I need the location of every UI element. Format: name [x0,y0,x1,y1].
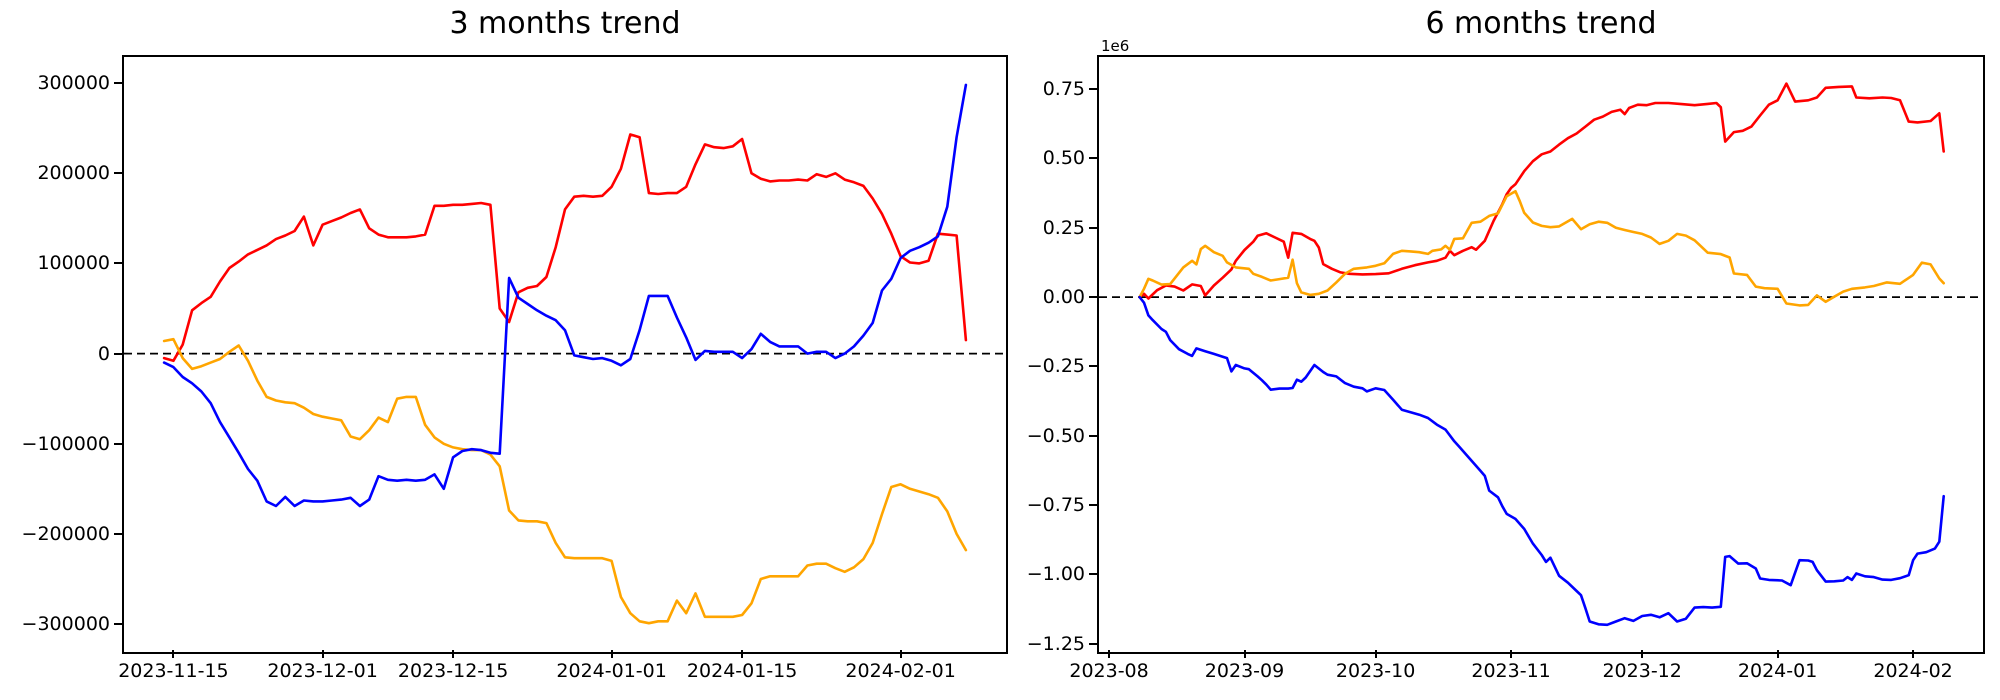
x-tick-label: 2023-09 [1204,660,1285,682]
y-tick-mark [114,532,122,535]
y-tick-label: 0.50 [1042,147,1085,170]
series-red-line [162,133,968,363]
y-tick-mark [114,442,122,445]
series-blue-line [162,83,968,508]
x-tick-mark [1641,650,1644,658]
x-tick-label: 2023-11-15 [118,660,229,682]
x-tick-label: 2024-02 [1873,660,1953,682]
y-tick-label: −0.50 [1026,424,1085,447]
y-tick-mark [114,262,122,265]
x-tick-mark [741,650,744,658]
series-orange-line [162,337,968,625]
plot-area-3-months: 2023-11-15 2023-12-01 2023-12-15 2024-01-01… [22,55,1008,682]
y-tick-label: 0.25 [1042,216,1085,239]
x-tick-mark [1510,650,1513,658]
y-tick-label: 0.75 [1042,78,1085,101]
x-tick-label: 2024-01 [1737,660,1818,682]
y-tick-mark [1089,365,1097,368]
y-tick-mark [114,172,122,175]
x-tick-label: 2024-02-01 [845,660,956,682]
y-tick-mark [1089,226,1097,229]
x-tick-mark [1776,650,1779,658]
plot-svg [1099,82,1983,627]
y-tick-mark [1089,642,1097,645]
x-tick-label: 2023-12-01 [267,660,378,682]
y-tick-label: −1.00 [1026,563,1085,586]
x-tick-label: 2023-12 [1602,660,1682,682]
y-tick-label: −1.25 [1026,632,1085,655]
series-blue-line [1138,295,1946,627]
y-tick-label: 0.00 [1042,286,1085,309]
y-tick-mark [1089,296,1097,299]
y-tick-mark [1089,88,1097,91]
x-tick-label: 2023-12-15 [397,660,509,682]
x-tick-label: 2024-01-15 [686,660,798,682]
x-tick-mark [172,650,175,658]
y-tick-label: −300000 [21,613,110,636]
y-tick-mark [1089,157,1097,160]
y-tick-mark [1089,573,1097,576]
y-tick-label: −0.75 [1026,494,1085,517]
plot-svg [124,83,1006,625]
x-tick-mark [1108,650,1111,658]
y-tick-mark [114,352,122,355]
x-tick-label: 2023-08 [1069,660,1149,682]
y-tick-label: −200000 [21,522,110,545]
plot-area-6-months: 2023-08 2023-09 2023-10 2023-11 2023-12 2024-… [1027,37,1985,682]
chart-title: 3 months trend [449,6,681,41]
x-tick-mark [899,650,902,658]
x-tick-label: 2023-10 [1335,660,1416,682]
y-tick-mark [1089,504,1097,507]
y-tick-mark [114,623,122,626]
y-tick-mark [1089,434,1097,437]
x-tick-label: 2024-01-01 [556,660,667,682]
x-tick-mark [452,650,455,658]
y-tick-label: 300000 [37,72,110,95]
y-tick-label: 0 [97,342,110,365]
x-tick-mark [1243,650,1246,658]
y-tick-label: −0.25 [1026,355,1085,378]
x-tick-mark [1374,650,1377,658]
x-tick-mark [321,650,324,658]
axis-offset-label: 1e6 [1101,37,1130,55]
y-tick-label: −100000 [21,432,110,455]
x-tick-mark [610,650,613,658]
series-red-line [1138,82,1946,300]
x-tick-mark [1912,650,1915,658]
y-tick-label: 100000 [37,252,110,275]
y-tick-mark [114,82,122,85]
x-tick-label: 2023-11 [1471,660,1551,682]
y-tick-label: 200000 [37,162,110,185]
chart-title: 6 months trend [1425,6,1657,41]
series-orange-line [1138,189,1946,307]
